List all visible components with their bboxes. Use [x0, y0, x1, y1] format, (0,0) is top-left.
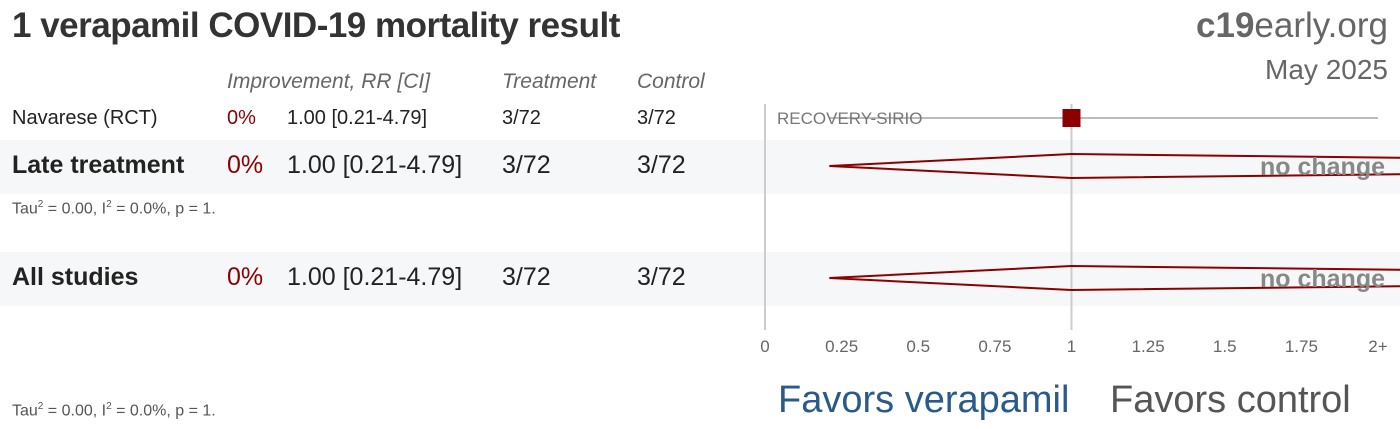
tick-label: 2+: [1368, 337, 1387, 356]
group-name-late: Late treatment: [12, 151, 185, 179]
study-name: Navarese (RCT): [12, 107, 158, 129]
tick-label: 0: [760, 337, 769, 356]
group-stats-all: Tau2 = 0.00, I2 = 0.0%, p = 1.: [12, 401, 216, 420]
brand-bold: c19: [1196, 6, 1255, 45]
pooled-diamond: [829, 152, 1400, 180]
favors-left-label: Favors verapamil: [778, 379, 1070, 421]
tick-label: 1.75: [1285, 337, 1318, 356]
report-date: May 2025: [1265, 54, 1388, 85]
group-improvement-all: 0%: [227, 263, 264, 291]
brand-logo: c19early.org: [1196, 6, 1388, 46]
group-treatment-all: 3/72: [502, 263, 551, 291]
group-name-all: All studies: [12, 263, 139, 291]
tick-label: 0.25: [825, 337, 858, 356]
late-treatment-band: [0, 140, 1400, 194]
tick-label: 1.25: [1132, 337, 1165, 356]
study-control: 3/72: [637, 107, 676, 129]
favors-right-label: Favors control: [1110, 379, 1351, 421]
col-header-improvement: Improvement, RR [CI]: [227, 70, 431, 93]
pooled-verdict: no change: [1260, 153, 1385, 181]
study-improvement: 0%: [227, 107, 256, 129]
study-point: [1062, 109, 1081, 127]
study-rr-ci: 1.00 [0.21-4.79]: [287, 107, 428, 129]
group-rr-ci-all: 1.00 [0.21-4.79]: [287, 263, 463, 291]
pooled-diamond: [829, 264, 1400, 292]
group-stats-late: Tau2 = 0.00, I2 = 0.0%, p = 1.: [12, 199, 216, 218]
col-header-control: Control: [637, 70, 705, 93]
group-treatment-late: 3/72: [502, 151, 551, 179]
pooled-verdict: no change: [1260, 265, 1385, 293]
study-treatment: 3/72: [502, 107, 541, 129]
group-control-all: 3/72: [637, 263, 686, 291]
tick-label: 1.5: [1213, 337, 1237, 356]
tick-label: 0.75: [978, 337, 1011, 356]
group-control-late: 3/72: [637, 151, 686, 179]
tick-label: 1: [1067, 337, 1076, 356]
all-studies-band: [0, 252, 1400, 306]
page-title: 1 verapamil COVID-19 mortality result: [12, 6, 620, 45]
tick-label: 0.5: [906, 337, 930, 356]
col-header-treatment: Treatment: [502, 70, 597, 93]
group-improvement-late: 0%: [227, 151, 264, 179]
brand-rest: early.org: [1254, 6, 1388, 45]
study-trial-label: RECOVERY-SIRIO: [777, 109, 923, 128]
group-rr-ci-late: 1.00 [0.21-4.79]: [287, 151, 463, 179]
